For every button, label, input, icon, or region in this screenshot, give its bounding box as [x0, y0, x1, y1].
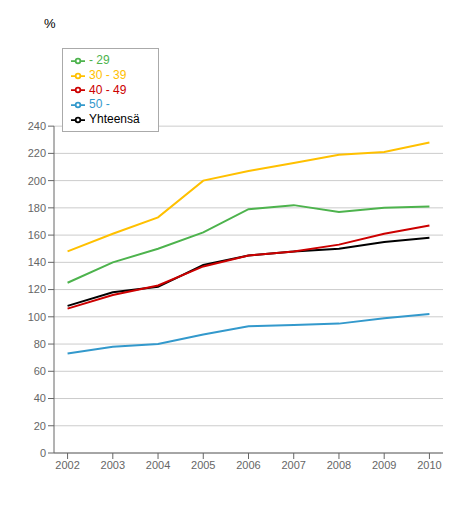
svg-text:2009: 2009	[372, 459, 396, 471]
svg-text:2006: 2006	[236, 459, 260, 471]
html-text:Yhteensä: Yhteensä	[89, 112, 140, 127]
svg-text:20: 20	[34, 420, 46, 432]
svg-text:160: 160	[28, 229, 46, 241]
svg-text:2010: 2010	[417, 459, 441, 471]
svg-text:2007: 2007	[281, 459, 305, 471]
svg-text:200: 200	[28, 175, 46, 187]
html-text:- 29: - 29	[89, 53, 110, 67]
svg-text:2004: 2004	[146, 459, 170, 471]
svg-text:180: 180	[28, 202, 46, 214]
html-text:40 - 49: 40 - 49	[89, 82, 127, 97]
svg-text:240: 240	[28, 120, 46, 132]
svg-text:60: 60	[34, 365, 46, 377]
svg-text:2002: 2002	[55, 459, 79, 471]
svg-text:2003: 2003	[101, 459, 125, 471]
html-text:50 -: 50 -	[89, 97, 110, 112]
svg-text:100: 100	[28, 311, 46, 323]
svg-text:140: 140	[28, 256, 46, 268]
html-text:30 - 39: 30 - 39	[89, 67, 127, 82]
svg-text:40: 40	[34, 392, 46, 404]
svg-text:2005: 2005	[191, 459, 215, 471]
svg-text:80: 80	[34, 338, 46, 350]
svg-text:220: 220	[28, 147, 46, 159]
svg-text:0: 0	[40, 447, 46, 459]
svg-text:120: 120	[28, 283, 46, 295]
svg-text:2008: 2008	[327, 459, 351, 471]
